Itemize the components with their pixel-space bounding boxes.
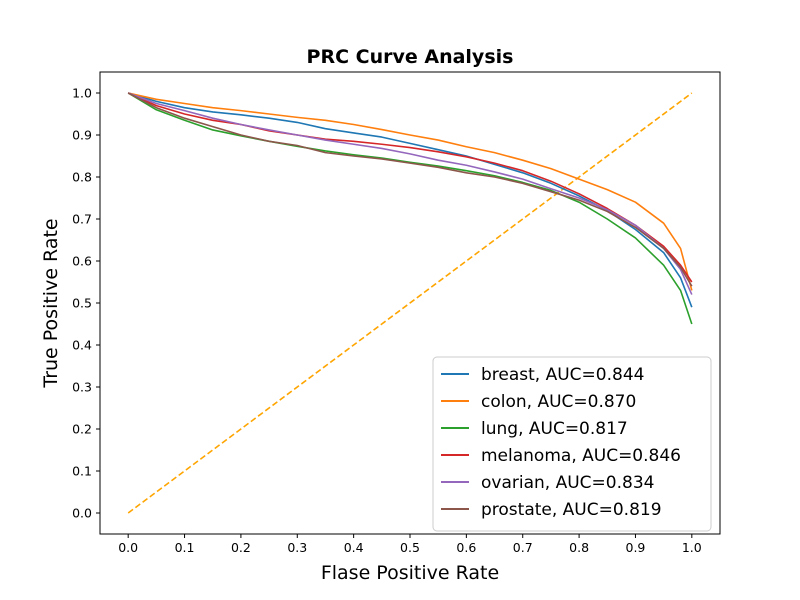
y-tick-label: 0.8 <box>72 170 92 185</box>
series-line-prostate <box>127 92 693 287</box>
legend-label-prostate: prostate, AUC=0.819 <box>481 500 662 520</box>
legend-label-ovarian: ovarian, AUC=0.834 <box>481 473 654 493</box>
x-tick-label: 0.7 <box>513 540 533 555</box>
x-tick-label: 0.5 <box>400 540 420 555</box>
y-tick-label: 0.3 <box>72 380 92 395</box>
legend-label-lung: lung, AUC=0.817 <box>481 419 628 439</box>
plot-area <box>127 92 693 514</box>
legend-label-melanoma: melanoma, AUC=0.846 <box>481 446 681 466</box>
y-tick-label: 0.7 <box>72 212 92 227</box>
y-axis: 0.0 0.1 0.2 0.3 0.4 0.5 0.6 0.7 0.8 0.9 1.0 <box>72 86 100 521</box>
y-tick-label: 0.1 <box>72 464 92 479</box>
y-tick-label: 0.5 <box>72 296 92 311</box>
y-tick-label: 0.9 <box>72 128 92 143</box>
x-axis-label: Flase Positive Rate <box>321 562 499 584</box>
x-tick-label: 0.4 <box>344 540 364 555</box>
series-line-lung <box>127 92 693 325</box>
x-tick-label: 0.8 <box>569 540 589 555</box>
series-line-colon <box>128 92 693 291</box>
y-tick-label: 0.2 <box>72 422 92 437</box>
diagonal-reference-line <box>127 92 693 514</box>
series-line-ovarian <box>127 92 693 295</box>
x-tick-label: 0.1 <box>175 540 195 555</box>
x-tick-label: 0.0 <box>118 540 138 555</box>
x-tick-label: 0.6 <box>456 540 476 555</box>
x-tick-label: 0.2 <box>231 540 251 555</box>
y-tick-label: 0.6 <box>72 254 92 269</box>
x-tick-label: 0.3 <box>287 540 307 555</box>
legend: breast, AUC=0.844 colon, AUC=0.870 lung, A… <box>432 356 712 532</box>
legend-box <box>432 356 712 532</box>
x-tick-label: 1.0 <box>682 540 702 555</box>
y-axis-label: True Positive Rate <box>40 218 62 388</box>
y-tick-label: 0.0 <box>72 506 92 521</box>
y-tick-label: 1.0 <box>72 86 92 101</box>
legend-label-breast: breast, AUC=0.844 <box>481 365 644 385</box>
x-axis: 0.0 0.1 0.2 0.3 0.4 0.5 0.6 0.7 0.8 0.9 1.0 <box>118 534 702 555</box>
y-tick-label: 0.4 <box>72 338 92 353</box>
legend-label-colon: colon, AUC=0.870 <box>481 392 636 412</box>
x-tick-label: 0.9 <box>626 540 646 555</box>
chart-title: PRC Curve Analysis <box>307 46 514 68</box>
